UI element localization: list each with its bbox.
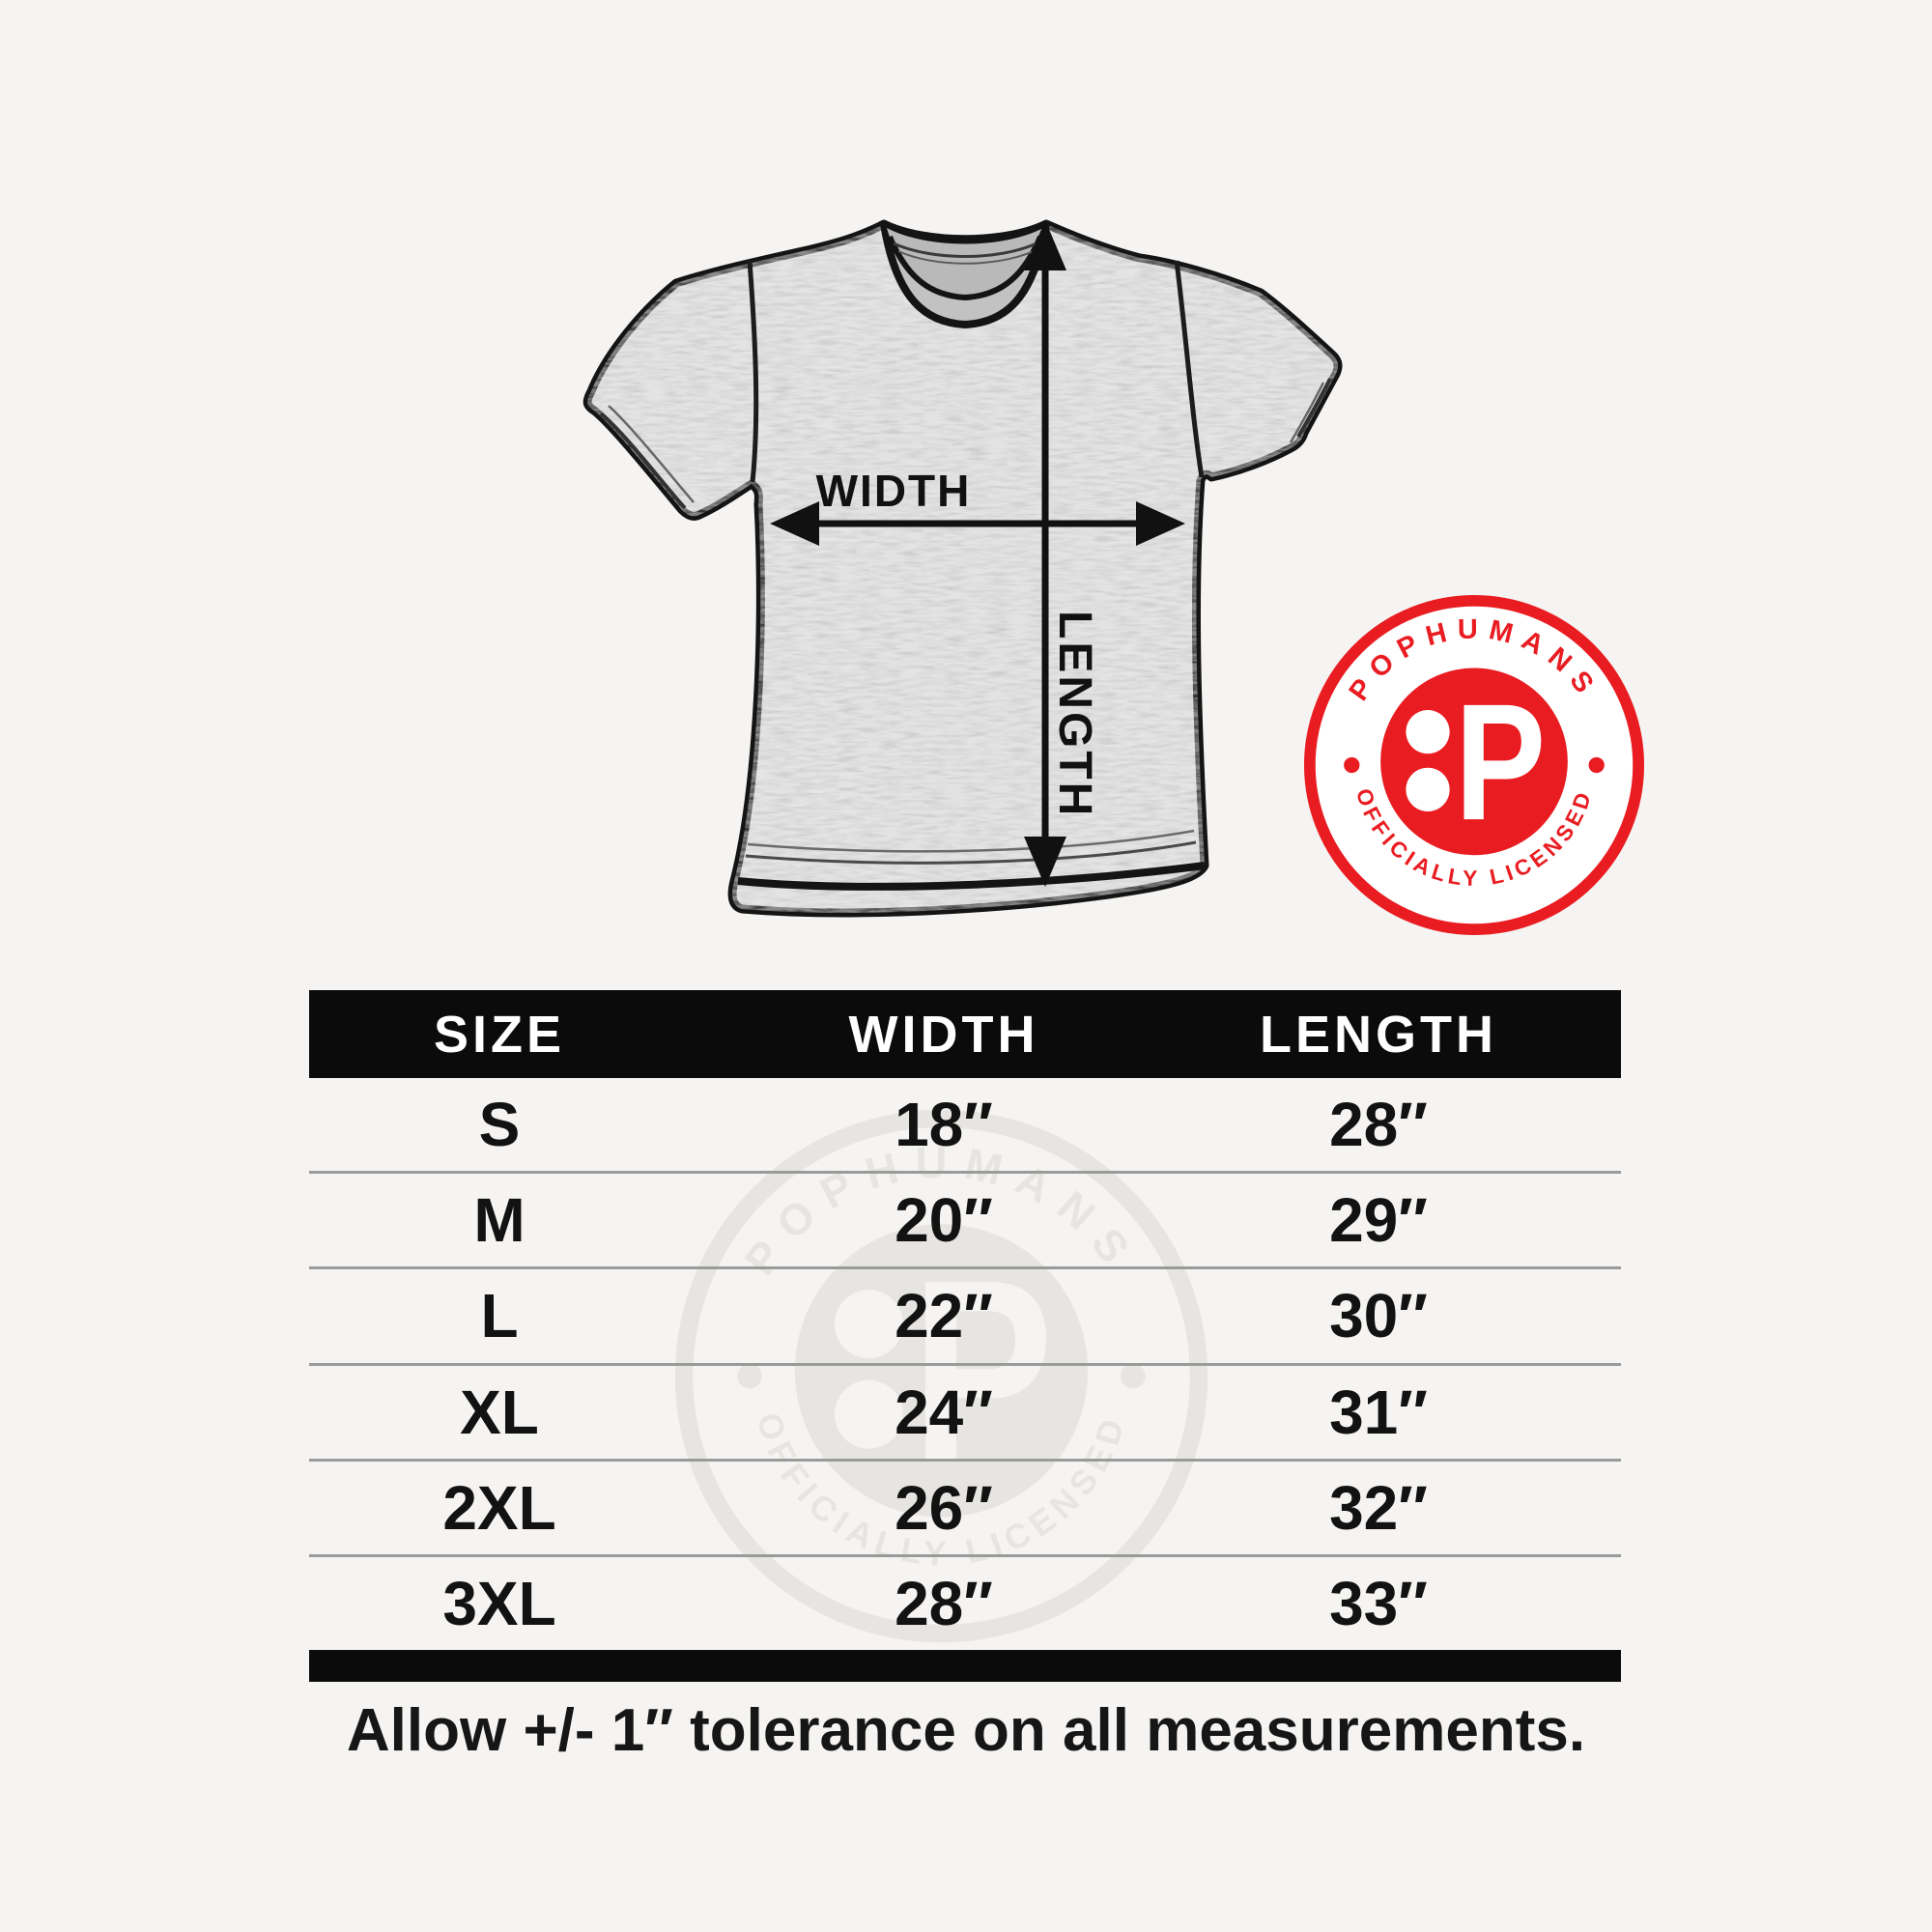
brand-watermark: POPHUMANS OFFICIALLY LICENSED P [668, 1102, 1215, 1650]
header-length: LENGTH [1260, 1005, 1497, 1064]
watermark-monogram: P [911, 1227, 1053, 1518]
size-table-header: SIZE WIDTH LENGTH [309, 990, 1621, 1078]
width-cell: 20″ [895, 1185, 993, 1256]
width-cell: 22″ [895, 1281, 993, 1351]
size-table-body: S 18″ 28″ M 20″ 29″ L 22″ 30″ XL 24″ 31″… [309, 1078, 1621, 1650]
table-bottom-bar [309, 1650, 1621, 1682]
width-cell: 18″ [895, 1090, 993, 1160]
table-row: S 18″ 28″ [309, 1078, 1621, 1171]
size-cell: 2XL [442, 1472, 556, 1543]
brand-badge: POPHUMANS OFFICIALLY LICENSED P [1299, 590, 1649, 940]
size-cell: L [480, 1281, 519, 1351]
size-cell: 3XL [442, 1568, 556, 1638]
table-row: L 22″ 30″ [309, 1266, 1621, 1362]
table-row: 2XL 26″ 32″ [309, 1458, 1621, 1554]
length-cell: 33″ [1329, 1568, 1428, 1638]
width-arrow-label: WIDTH [816, 466, 972, 516]
size-cell: S [478, 1090, 521, 1160]
watermark-badge-icon: POPHUMANS OFFICIALLY LICENSED P [674, 1109, 1208, 1643]
size-table: SIZE WIDTH LENGTH S 18″ 28″ M 20″ 29″ L … [309, 990, 1621, 1682]
width-arrow [770, 501, 1185, 546]
header-width: WIDTH [848, 1005, 1039, 1064]
table-row: XL 24″ 31″ [309, 1362, 1621, 1459]
size-cell: XL [460, 1377, 539, 1447]
length-cell: 29″ [1329, 1185, 1428, 1256]
tshirt-body [582, 219, 1343, 918]
collar [880, 220, 1050, 328]
seam-lines [599, 260, 1332, 891]
width-cell: 26″ [895, 1472, 993, 1543]
length-cell: 30″ [1329, 1281, 1428, 1351]
badge-monogram: P [1455, 670, 1546, 855]
length-cell: 32″ [1329, 1472, 1428, 1543]
width-cell: 28″ [895, 1568, 993, 1638]
brand-badge-icon: POPHUMANS OFFICIALLY LICENSED P [1303, 594, 1645, 936]
table-row: M 20″ 29″ [309, 1171, 1621, 1266]
tolerance-note: Allow +/- 1″ tolerance on all measuremen… [346, 1697, 1586, 1764]
table-row: 3XL 28″ 33″ [309, 1553, 1621, 1650]
length-cell: 28″ [1329, 1090, 1428, 1160]
size-cell: M [473, 1185, 526, 1256]
length-cell: 31″ [1329, 1377, 1428, 1447]
length-arrow-label: LENGTH [1049, 611, 1100, 818]
width-cell: 24″ [895, 1377, 993, 1447]
length-arrow [1024, 220, 1066, 887]
header-size: SIZE [433, 1005, 566, 1064]
